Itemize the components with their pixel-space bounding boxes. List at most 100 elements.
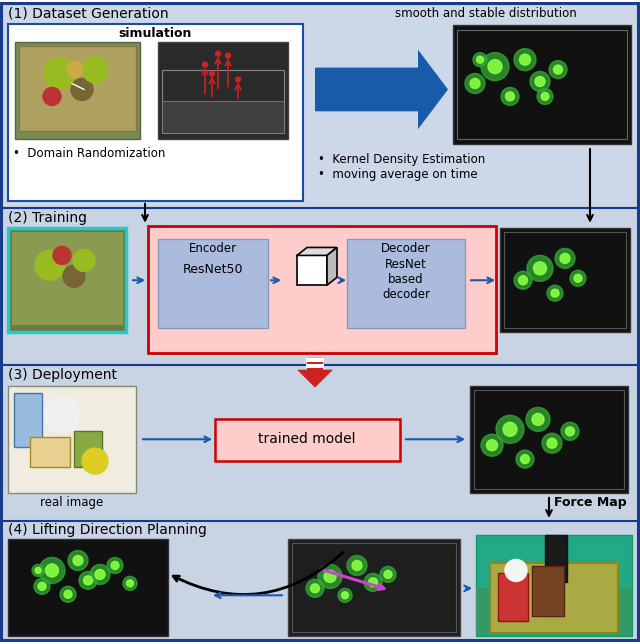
Circle shape <box>67 62 83 77</box>
Bar <box>8 227 126 332</box>
Circle shape <box>514 49 536 71</box>
Circle shape <box>83 576 93 585</box>
Circle shape <box>574 274 582 282</box>
Circle shape <box>216 51 221 56</box>
Text: simulation: simulation <box>118 27 192 40</box>
Circle shape <box>541 92 549 100</box>
Circle shape <box>35 567 41 573</box>
Circle shape <box>63 265 85 287</box>
Circle shape <box>566 427 575 436</box>
Circle shape <box>570 270 586 287</box>
Circle shape <box>90 564 110 584</box>
Circle shape <box>561 422 579 440</box>
Bar <box>504 232 626 328</box>
Circle shape <box>481 53 509 80</box>
Bar <box>498 573 528 621</box>
Bar <box>2 208 638 365</box>
Circle shape <box>532 413 544 426</box>
Circle shape <box>32 564 44 576</box>
Circle shape <box>496 415 524 443</box>
Polygon shape <box>297 247 337 256</box>
Circle shape <box>501 88 519 106</box>
Bar <box>14 393 42 447</box>
Circle shape <box>526 408 550 431</box>
Bar <box>30 437 70 467</box>
Polygon shape <box>297 358 333 388</box>
Bar <box>148 225 496 353</box>
Bar <box>158 238 268 328</box>
Circle shape <box>82 57 108 82</box>
Text: Decoder: Decoder <box>381 243 431 256</box>
Bar <box>474 390 624 489</box>
Text: (1) Dataset Generation: (1) Dataset Generation <box>8 7 168 21</box>
Bar <box>306 364 324 368</box>
Circle shape <box>518 276 527 285</box>
Bar <box>158 42 288 139</box>
Bar <box>476 589 632 636</box>
Circle shape <box>537 88 553 104</box>
Circle shape <box>551 289 559 297</box>
Circle shape <box>516 450 534 468</box>
Bar <box>15 42 140 139</box>
Circle shape <box>514 271 532 289</box>
Bar <box>8 386 136 493</box>
Circle shape <box>111 562 119 569</box>
Circle shape <box>38 582 46 591</box>
Circle shape <box>73 556 83 565</box>
Circle shape <box>465 73 485 93</box>
Bar <box>11 231 123 325</box>
Bar <box>288 538 460 636</box>
Circle shape <box>44 57 76 90</box>
Circle shape <box>338 588 352 602</box>
Circle shape <box>306 580 324 598</box>
Text: •  Domain Randomization: • Domain Randomization <box>13 147 165 160</box>
Bar <box>347 238 465 328</box>
Text: (4) Lifting Direction Planning: (4) Lifting Direction Planning <box>8 523 207 536</box>
Circle shape <box>310 584 319 593</box>
Circle shape <box>202 62 207 67</box>
Circle shape <box>520 54 531 65</box>
Circle shape <box>527 255 553 281</box>
Bar <box>490 564 618 633</box>
Circle shape <box>530 71 550 91</box>
Circle shape <box>35 251 65 280</box>
Circle shape <box>34 578 50 594</box>
Circle shape <box>547 285 563 301</box>
Circle shape <box>68 551 88 571</box>
Circle shape <box>369 578 378 587</box>
Text: smooth and stable distribution: smooth and stable distribution <box>395 7 577 20</box>
Bar <box>453 25 631 144</box>
Bar <box>2 365 638 522</box>
Circle shape <box>53 247 71 265</box>
Circle shape <box>380 567 396 582</box>
Bar <box>74 431 102 467</box>
Circle shape <box>73 249 95 271</box>
Bar <box>297 256 327 285</box>
Circle shape <box>505 560 527 582</box>
Bar <box>545 535 567 582</box>
Circle shape <box>82 448 108 474</box>
Circle shape <box>534 262 547 275</box>
Circle shape <box>127 580 134 587</box>
Bar <box>2 521 638 640</box>
Circle shape <box>39 558 65 583</box>
Bar <box>470 386 628 493</box>
Circle shape <box>324 571 336 582</box>
Circle shape <box>560 253 570 263</box>
Circle shape <box>486 440 497 451</box>
Circle shape <box>64 591 72 598</box>
Circle shape <box>506 92 515 101</box>
Circle shape <box>547 439 557 448</box>
Circle shape <box>45 564 58 577</box>
Circle shape <box>43 88 61 106</box>
Circle shape <box>384 571 392 578</box>
Polygon shape <box>315 50 448 129</box>
Text: ResNet50: ResNet50 <box>183 263 243 276</box>
Circle shape <box>481 434 503 456</box>
Circle shape <box>225 53 230 58</box>
Text: ResNet
based
decoder: ResNet based decoder <box>382 258 430 301</box>
Bar <box>457 30 627 139</box>
Text: (3) Deployment: (3) Deployment <box>8 368 117 382</box>
Circle shape <box>107 558 123 573</box>
Text: •  Kernel Density Estimation: • Kernel Density Estimation <box>318 153 485 166</box>
